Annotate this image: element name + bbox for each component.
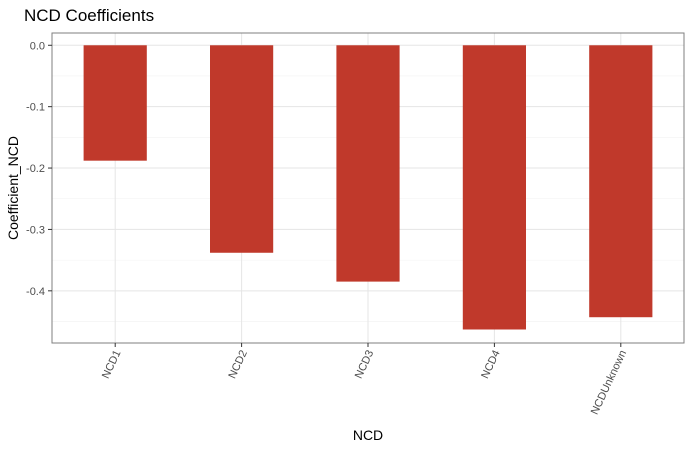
bar-ncd1 (83, 45, 147, 161)
bar-ncd2 (210, 45, 274, 253)
y-tick-label: -0.4 (26, 286, 45, 298)
bars (83, 45, 653, 330)
x-tick-label-ncd2: NCD2 (226, 348, 250, 380)
y-tick-label: -0.2 (26, 163, 45, 175)
bar-ncdunknown (589, 45, 653, 318)
bar-ncd3 (336, 45, 400, 282)
y-tick-label: -0.3 (26, 224, 45, 236)
y-axis-title: Coefficient_NCD (5, 136, 21, 240)
x-tick-label-ncd1: NCD1 (100, 348, 124, 380)
x-axis: NCD1 NCD2 NCD3 NCD4 NCDUnknown (100, 343, 629, 417)
y-axis: 0.0 -0.1 -0.2 -0.3 -0.4 (26, 40, 52, 298)
chart-title: NCD Coefficients (24, 6, 154, 25)
x-tick-label-ncd3: NCD3 (353, 348, 377, 380)
x-axis-title: NCD (353, 427, 383, 443)
x-tick-label-ncd4: NCD4 (479, 348, 503, 380)
y-tick-label: 0.0 (30, 40, 45, 52)
x-tick-label-ncdunknown: NCDUnknown (589, 348, 629, 416)
y-tick-label: -0.1 (26, 102, 45, 114)
bar-ncd4 (462, 45, 526, 330)
